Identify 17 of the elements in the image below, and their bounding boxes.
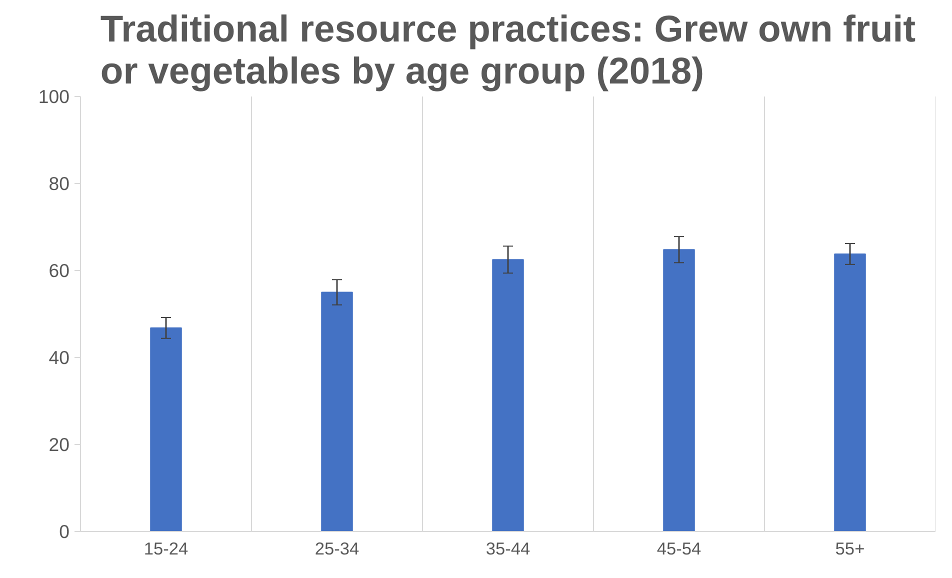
x-tick-label: 45-54	[656, 538, 702, 558]
bar	[492, 259, 524, 532]
bar	[834, 253, 866, 532]
y-tick-label: 40	[48, 347, 70, 368]
bar	[150, 327, 182, 532]
y-tick-label: 20	[48, 434, 70, 455]
bar	[663, 249, 695, 532]
x-tick-label: 35-44	[486, 538, 531, 558]
y-tick-label: 60	[48, 260, 70, 281]
chart-title: Traditional resource practices: Grew own fruit or vegetables by age group (2018)	[100, 8, 916, 92]
y-tick-label: 100	[38, 86, 70, 107]
x-tick-label: 15-24	[144, 538, 189, 558]
x-tick-label: 25-34	[314, 538, 360, 558]
bar	[321, 292, 353, 532]
y-tick-label: 80	[48, 173, 70, 194]
y-tick-label: 0	[59, 521, 70, 542]
x-tick-label: 55+	[835, 538, 865, 558]
